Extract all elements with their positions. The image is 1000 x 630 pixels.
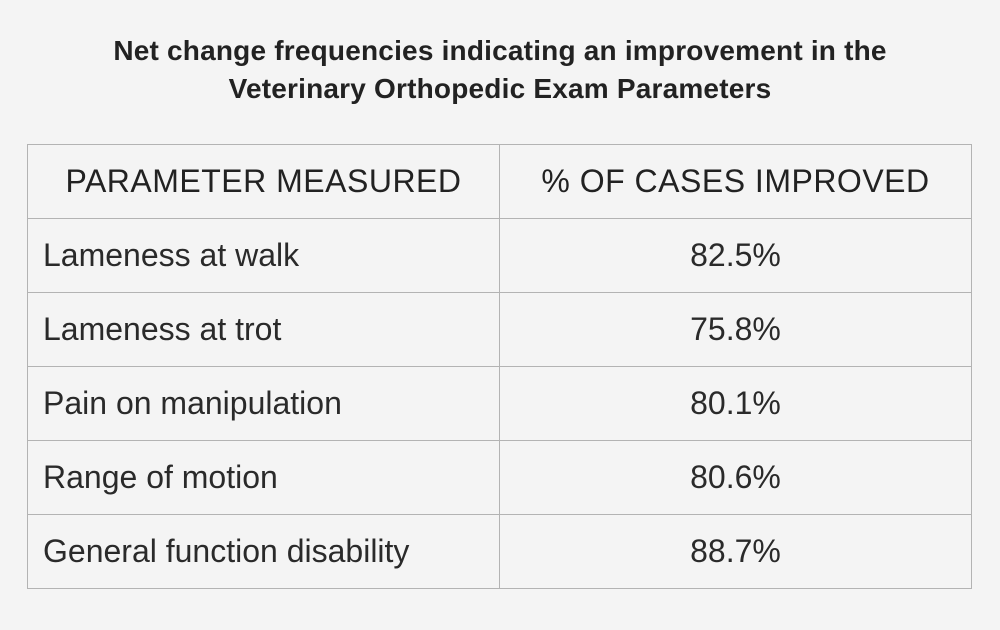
table-body: Lameness at walk 82.5% Lameness at trot … [27,218,972,589]
table-row: Lameness at trot 75.8% [27,292,972,367]
table-row: Pain on manipulation 80.1% [27,366,972,441]
value-cell: 80.1% [499,366,972,441]
value-cell: 82.5% [499,218,972,293]
data-table: PARAMETER MEASURED % OF CASES IMPROVED L… [27,144,972,589]
value-cell: 88.7% [499,514,972,589]
chart-title-line-1: Net change frequencies indicating an imp… [113,35,887,66]
column-header-parameter: PARAMETER MEASURED [27,144,500,219]
header-row: PARAMETER MEASURED % OF CASES IMPROVED [27,144,972,219]
table-row: General function disability 88.7% [27,514,972,589]
table-row: Lameness at walk 82.5% [27,218,972,293]
value-cell: 80.6% [499,440,972,515]
chart-title-line-2: Veterinary Orthopedic Exam Parameters [228,73,772,104]
parameter-cell: Range of motion [27,440,500,515]
value-cell: 75.8% [499,292,972,367]
table-row: Range of motion 80.6% [27,440,972,515]
parameter-cell: Lameness at trot [27,292,500,367]
table-header: PARAMETER MEASURED % OF CASES IMPROVED [27,144,972,219]
parameter-cell: General function disability [27,514,500,589]
parameter-cell: Pain on manipulation [27,366,500,441]
parameter-cell: Lameness at walk [27,218,500,293]
column-header-percent-improved: % OF CASES IMPROVED [499,144,972,219]
chart-title: Net change frequencies indicating an imp… [0,32,1000,108]
